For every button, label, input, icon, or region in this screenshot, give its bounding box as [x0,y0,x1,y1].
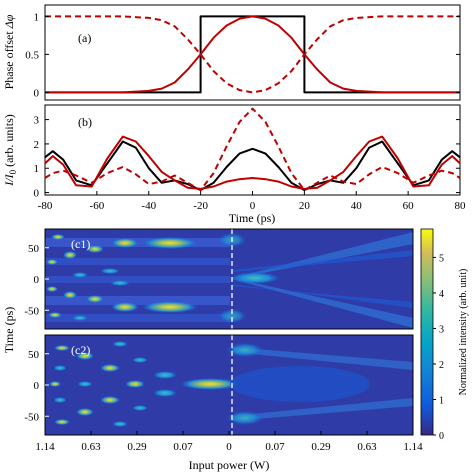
b-xtick-label: -20 [193,200,208,212]
power-xlabel: Input power (W) [189,458,270,472]
b-xtick-label: 20 [299,200,311,212]
b-ytick-label: 1 [34,163,40,175]
c1-heatmap-pattern [45,232,413,328]
panel-b-xticks: -80 -60 -40 -20 0 20 40 60 80 [38,191,466,212]
b-series-red-solid [44,135,461,190]
a-series-red-solid [45,15,460,94]
panel-a-label: (a) [78,31,91,45]
b-xtick-label: 0 [250,200,256,212]
panel-c2: 500-50 1.14 0.63 0.29 0.07 0 0.07 0.29 0.63 1.14… [24,334,423,472]
panel-a: 00.51 (a) Phase offset Δφ [2,4,461,101]
c2-ytick-label: 0 [34,380,40,392]
b-xtick-label: 60 [403,200,415,212]
c2-heatmap-pattern [49,341,413,427]
panel-a-frame [44,4,461,101]
c1-ytick-label: 50 [28,243,40,255]
c2-yticks: 50 0 -50 [24,349,49,423]
c1-ytick-label: -50 [24,305,39,317]
colorbar-tick-label: 3 [439,324,444,335]
c2-xtick-label: 0.07 [173,441,193,453]
c2-xticks: 1.14 0.63 0.29 0.07 0 0.07 0.29 0.63 1.14 [35,431,423,453]
colorbar: 0 1 2 3 4 5 Normalized intensity (arb. unit) [420,228,469,442]
c2-xtick-label: 1.14 [403,441,423,453]
colorbar-tick-label: 0 [439,431,444,442]
colorbar-tick-label: 5 [439,253,444,264]
panel-c2-label: (c2) [71,343,90,357]
panel-a-yticks: 00.51 [25,11,460,99]
colorbar-label: Normalized intensity (arb. unit) [458,269,469,396]
panel-a-ylabel: Phase offset Δφ [2,14,16,89]
panel-c1-label: (c1) [71,237,90,251]
colorbar-tick-label: 2 [439,360,444,371]
b-ytick-label: 3 [34,115,40,127]
a-ytick-label: 0.5 [25,49,39,61]
c2-xtick-label: 0.29 [311,441,331,453]
b-xtick-label: 40 [351,200,363,212]
c2-xtick-label: 0.07 [265,441,285,453]
b-xtick-label: -60 [90,200,105,212]
b-ytick-label: 2 [34,139,40,151]
panel-b-yticks: 0 1 2 3 [34,115,460,200]
b-series-black-solid [44,140,461,192]
c2-xtick-label: 0.29 [127,441,147,453]
c2-ytick-label: -50 [24,411,39,423]
colorbar-ticks: 0 1 2 3 4 5 [433,253,444,442]
c2-xtick-label: 0 [226,441,232,453]
c2-xtick-label: 0.63 [81,441,101,453]
a-ytick-label: 0 [34,87,40,99]
c2-xtick-label: 1.14 [35,441,55,453]
panel-b-ylabel: I/I0 (arb. units) [2,114,18,186]
a-series-red-dashed [45,15,460,94]
c2-xtick-label: 0.63 [357,441,377,453]
b-ytick-label: 0 [34,188,40,200]
panel-a-series [45,15,460,94]
b-xtick-label: 80 [455,200,467,212]
time-xlabel: Time (ps) [229,211,276,225]
c-ylabel: Time (ps) [2,307,16,354]
c1-ytick-label: 0 [34,274,40,286]
c1-yticks: 50 0 -50 [24,243,49,317]
b-series-red-dashed [44,107,461,192]
a-ytick-label: 1 [34,11,40,23]
colorbar-scale [420,228,434,436]
b-xtick-label: -40 [141,200,156,212]
colorbar-tick-label: 4 [439,289,444,300]
panel-b-frame [44,104,461,196]
panel-b-series [44,107,461,192]
colorbar-tick-label: 1 [439,395,444,406]
b-xtick-label: -80 [38,200,53,212]
panel-c1: 50 0 -50 (c1) Time (ps) [2,228,414,354]
c2-ytick-label: 50 [28,349,40,361]
panel-b: 0 1 2 3 -80 -60 -40 -20 0 20 40 60 80 (b) I/I0 (arb… [2,104,466,225]
panel-b-label: (b) [78,115,92,129]
